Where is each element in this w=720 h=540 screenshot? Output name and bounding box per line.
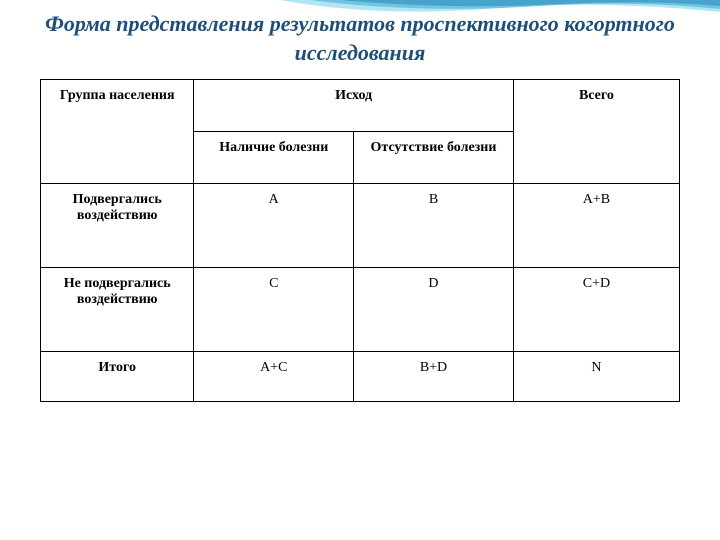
table-header-row-1: Группа населения Исход Всего xyxy=(41,80,680,132)
cell-a: A xyxy=(194,184,354,268)
cell-bd: B+D xyxy=(354,352,514,402)
cell-d: D xyxy=(354,268,514,352)
page-title: Форма представления результатов проспект… xyxy=(0,0,720,75)
table-row: Итого A+C B+D N xyxy=(41,352,680,402)
header-outcome: Исход xyxy=(194,80,514,132)
cell-c: C xyxy=(194,268,354,352)
header-total: Всего xyxy=(513,80,679,184)
row-label-total: Итого xyxy=(41,352,194,402)
results-table: Группа населения Исход Всего Наличие бол… xyxy=(40,79,680,402)
cell-n: N xyxy=(513,352,679,402)
cell-cd: C+D xyxy=(513,268,679,352)
table-row: Не подвергались воздействию C D C+D xyxy=(41,268,680,352)
row-label-exposed: Подвергались воздействию xyxy=(41,184,194,268)
cell-ac: A+C xyxy=(194,352,354,402)
header-group: Группа населения xyxy=(41,80,194,184)
row-label-unexposed: Не подвергались воздействию xyxy=(41,268,194,352)
cell-ab: A+B xyxy=(513,184,679,268)
header-absence: Отсутствие болезни xyxy=(354,132,514,184)
table-row: Подвергались воздействию A B A+B xyxy=(41,184,680,268)
cell-b: B xyxy=(354,184,514,268)
results-table-container: Группа населения Исход Всего Наличие бол… xyxy=(0,75,720,422)
header-presence: Наличие болезни xyxy=(194,132,354,184)
